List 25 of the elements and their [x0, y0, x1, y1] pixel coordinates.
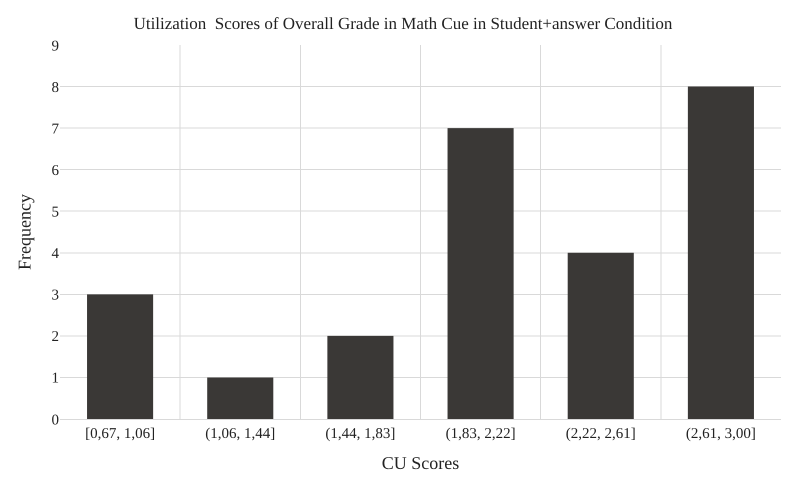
y-tick-label: 5 — [52, 204, 59, 220]
y-tick-label: 9 — [52, 38, 59, 54]
y-tick-label: 2 — [52, 329, 59, 346]
y-tick-label: 7 — [52, 121, 60, 138]
bar — [87, 294, 154, 419]
y-tick-label: 8 — [52, 80, 59, 96]
chart-title: Utilization Scores of Overall Grade in Math Cue in Student+answer Condition — [134, 14, 673, 34]
x-tick-label: (2,22, 2,61] — [566, 426, 636, 442]
bar — [688, 86, 754, 419]
x-tick-label: (1,83, 2,22] — [446, 426, 516, 442]
bar — [327, 336, 394, 419]
x-tick-label: [0,67, 1,06] — [85, 426, 156, 442]
y-tick-label: 0 — [52, 412, 59, 428]
bar — [207, 377, 274, 419]
bar — [568, 252, 634, 419]
y-tick-label: 1 — [52, 370, 59, 387]
y-tick-label: 3 — [52, 288, 59, 304]
y-axis-title: Frequency — [14, 194, 35, 270]
x-tick-label: (1,06, 1,44] — [205, 426, 276, 442]
bar — [448, 128, 514, 419]
x-axis-title: CU Scores — [382, 453, 460, 474]
x-tick-label: (2,61, 3,00] — [686, 426, 756, 442]
y-tick-label: 4 — [52, 246, 60, 262]
y-tick-label: 6 — [52, 162, 60, 179]
x-tick-label: (1,44, 1,83] — [325, 426, 396, 442]
